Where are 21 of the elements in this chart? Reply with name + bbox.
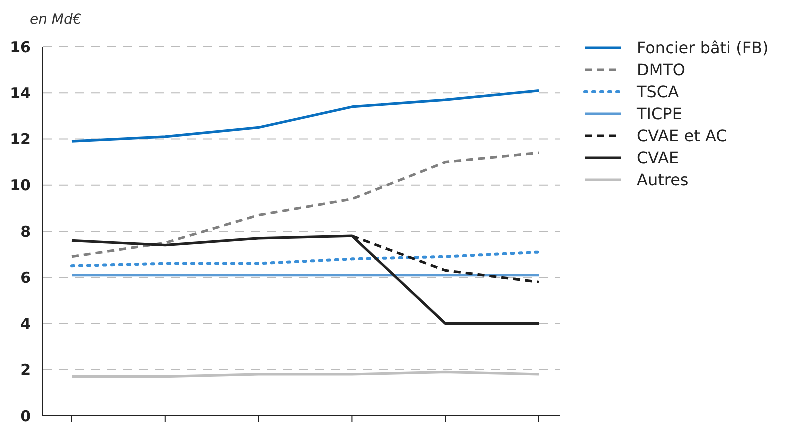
y-tick-label: 8 [20,222,31,241]
legend-label: DMTO [637,60,686,80]
line-series [70,234,540,326]
y-tick-label: 10 [10,176,31,195]
y-tick-label: 6 [20,268,31,287]
legend-label: CVAE et AC [637,126,728,146]
legend-label: Foncier bâti (FB) [637,38,769,58]
y-tick-label: 4 [20,315,31,333]
y-tick-label: 16 [10,38,31,56]
line-series [70,250,540,268]
y-tick-label: 0 [20,407,31,422]
y-tick-label: 14 [10,84,31,102]
legend-label: TICPE [636,104,682,124]
legend-label: Autres [637,170,689,190]
line-series [70,90,540,143]
line-series [70,152,540,258]
y-axis-title: en Md€ [30,12,82,28]
legend-label: CVAE [637,148,680,168]
y-tick-label: 2 [20,361,31,380]
legend-label: TSCA [636,82,680,102]
y-tick-label: 12 [10,130,31,148]
